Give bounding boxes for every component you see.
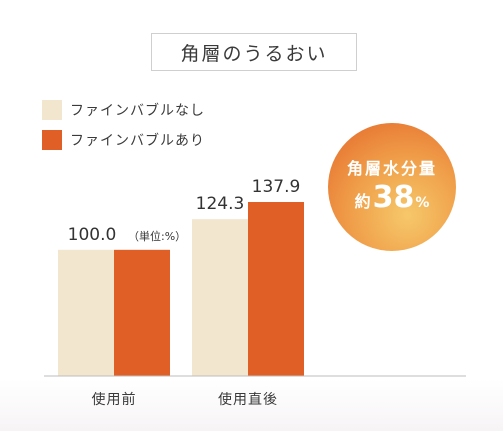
badge-unit: % xyxy=(415,195,430,211)
bar-with-before xyxy=(114,249,170,376)
legend-item-with: ファインバブルあり xyxy=(42,128,205,152)
badge-value: 38 xyxy=(372,180,415,215)
bar-without-before xyxy=(58,249,114,376)
unit-note: （単位:%） xyxy=(128,229,186,243)
legend: ファインバブルなし ファインバブルあり xyxy=(42,98,205,158)
category-label-1: 使用直後 xyxy=(218,391,278,408)
bar-with-after xyxy=(248,202,304,376)
badge-prefix: 約 xyxy=(354,192,371,211)
chart-title-box: 角層のうるおい xyxy=(151,33,357,71)
bar-without-after xyxy=(192,219,248,376)
moisture-increase-badge: 角層水分量 約 38 % xyxy=(328,123,456,251)
data-label-0: 100.0 xyxy=(68,225,117,245)
legend-label-without: ファインバブルなし xyxy=(70,103,205,119)
legend-item-without: ファインバブルなし xyxy=(42,98,205,122)
legend-swatch-with xyxy=(42,130,62,150)
legend-swatch-without xyxy=(42,100,62,120)
category-label-0: 使用前 xyxy=(92,391,137,408)
legend-label-with: ファインバブルあり xyxy=(70,133,205,149)
badge-label: 角層水分量 xyxy=(346,159,437,178)
data-label-1: 124.3 xyxy=(196,194,245,214)
badge-value-row: 約 38 % xyxy=(355,181,430,215)
chart-title: 角層のうるおい xyxy=(180,42,328,65)
data-label-2: 137.9 xyxy=(252,177,301,197)
